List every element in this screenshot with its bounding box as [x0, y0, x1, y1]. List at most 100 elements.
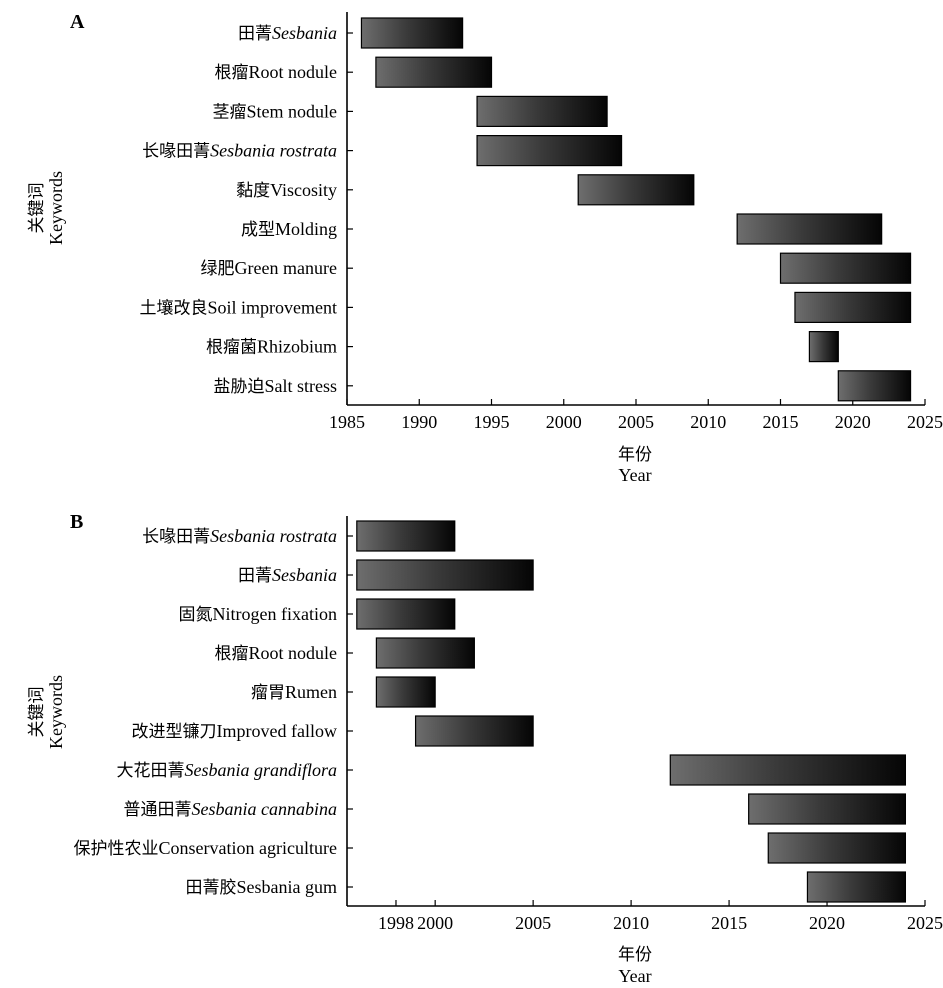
keyword-label: 成型Molding	[241, 219, 337, 240]
x-tick-label: 1990	[401, 412, 437, 432]
y-axis-title-en: Keywords	[46, 171, 66, 245]
keyword-bar	[414, 715, 534, 747]
keyword-label: 根瘤菌Rhizobium	[206, 337, 337, 358]
x-axis-title-zh: 年份	[618, 945, 652, 965]
keyword-label-zh: 绿肥	[201, 259, 235, 279]
keyword-label-zh: 土壤改良	[140, 297, 208, 318]
keyword-bar	[669, 754, 907, 786]
keyword-label-zh: 盐胁迫	[213, 377, 264, 397]
keyword-label: 保护性农业Conservation agriculture	[74, 838, 337, 859]
keyword-label: 茎瘤Stem nodule	[213, 101, 338, 122]
keyword-label-en: Improved fallow	[217, 721, 337, 741]
keyword-label-zh: 田菁	[238, 24, 272, 44]
keyword-label: 田菁胶Sesbania gum	[186, 877, 338, 898]
keyword-label: 改进型镰刀Improved fallow	[132, 721, 337, 742]
keyword-label-en: Root nodule	[249, 643, 338, 663]
keyword-label-zh: 根瘤菌	[206, 338, 257, 358]
x-tick-label: 2005	[515, 913, 551, 933]
keyword-label-en: Stem nodule	[247, 101, 338, 121]
keyword-label: 长喙田菁Sesbania rostrata	[142, 141, 337, 162]
keyword-label-zh: 茎瘤	[213, 102, 247, 122]
keyword-bar	[360, 17, 464, 49]
keyword-label: 瘤胃Rumen	[251, 682, 337, 703]
x-tick-label: 2020	[809, 913, 845, 933]
keyword-label-zh: 黏度	[236, 181, 270, 201]
keyword-bar	[779, 252, 912, 284]
keyword-bar	[808, 331, 839, 363]
keyword-label-zh: 普通田菁	[124, 800, 192, 820]
keyword-label: 绿肥Green manure	[201, 258, 337, 279]
keyword-label: 田菁Sesbania	[238, 565, 337, 586]
keyword-bar	[794, 291, 912, 323]
keyword-label: 根瘤Root nodule	[215, 643, 338, 664]
keyword-label-en: Viscosity	[270, 180, 337, 200]
keyword-label-en: Sesbania rostrata	[210, 141, 337, 161]
keyword-label-en: Rhizobium	[257, 337, 337, 357]
y-axis-title-zh: 关键词	[27, 687, 47, 738]
keyword-label-zh: 固氮	[179, 605, 213, 625]
keyword-label-zh: 长喙田菁	[142, 142, 210, 162]
x-tick-label: 2025	[907, 412, 943, 432]
keyword-label-en: Sesbania	[272, 23, 337, 43]
x-tick-label: 2015	[711, 913, 747, 933]
keyword-label-zh: 瘤胃	[251, 683, 285, 703]
keyword-bar	[577, 174, 695, 206]
keyword-bar	[476, 135, 623, 167]
keyword-label-zh: 大花田菁	[116, 761, 184, 781]
x-axis-title-en: Year	[618, 966, 651, 986]
x-tick-label: 1985	[329, 412, 365, 432]
keyword-label-en: Sesbania rostrata	[210, 526, 337, 546]
x-tick-label: 1995	[474, 412, 510, 432]
keyword-label-en: Conservation agriculture	[159, 838, 337, 858]
keyword-bar	[375, 56, 493, 88]
keyword-label: 黏度Viscosity	[236, 180, 337, 201]
x-tick-label: 2020	[835, 412, 871, 432]
keyword-label-en: Sesbania	[272, 565, 337, 585]
keyword-label: 长喙田菁Sesbania rostrata	[142, 526, 337, 547]
keyword-bar	[767, 832, 907, 864]
keyword-label-zh: 改进型镰刀	[132, 722, 217, 742]
x-axis-title-en: Year	[618, 465, 651, 485]
x-tick-label: 2000	[417, 913, 453, 933]
keyword-label-zh: 长喙田菁	[142, 527, 210, 547]
keyword-label-zh: 保护性农业	[74, 839, 159, 859]
keyword-label-zh: 根瘤	[215, 644, 249, 664]
x-tick-label: 2015	[763, 412, 799, 432]
keyword-label-zh: 成型	[241, 220, 275, 240]
keyword-bar	[375, 637, 475, 669]
keyword-label: 大花田菁Sesbania grandiflora	[116, 760, 337, 781]
x-axis-title-zh: 年份	[618, 445, 652, 465]
keyword-bar	[748, 793, 907, 825]
x-tick-label: 2010	[613, 913, 649, 933]
x-tick-label: 2025	[907, 913, 943, 933]
keyword-label: 普通田菁Sesbania cannabina	[124, 799, 338, 820]
keyword-label-en: Soil improvement	[208, 297, 338, 317]
y-axis-title-zh: 关键词	[27, 183, 47, 234]
keyword-bar	[356, 598, 456, 630]
keyword-label: 田菁Sesbania	[238, 23, 337, 44]
keyword-label-zh: 田菁胶	[186, 878, 237, 898]
keyword-label-en: Sesbania cannabina	[192, 799, 338, 819]
keyword-label-zh: 田菁	[238, 566, 272, 586]
keyword-bar	[736, 213, 883, 245]
keyword-label: 土壤改良Soil improvement	[140, 297, 338, 318]
keyword-label: 根瘤Root nodule	[215, 62, 338, 83]
keyword-bar	[375, 676, 436, 708]
panel-label: B	[70, 511, 83, 533]
keyword-label-en: Green manure	[235, 258, 337, 278]
keyword-label-en: Rumen	[285, 682, 337, 702]
y-axis-title-en: Keywords	[46, 675, 66, 749]
keyword-bar	[356, 559, 534, 591]
keyword-label-en: Sesbania gum	[237, 877, 338, 897]
keyword-bar	[837, 370, 912, 402]
y-axis-title: 关键词Keywords	[27, 171, 66, 245]
x-tick-label: 2000	[546, 412, 582, 432]
keyword-label-zh: 根瘤	[215, 63, 249, 83]
keyword-label: 固氮Nitrogen fixation	[179, 604, 337, 625]
x-tick-label: 2010	[690, 412, 726, 432]
keyword-bar	[806, 871, 907, 903]
